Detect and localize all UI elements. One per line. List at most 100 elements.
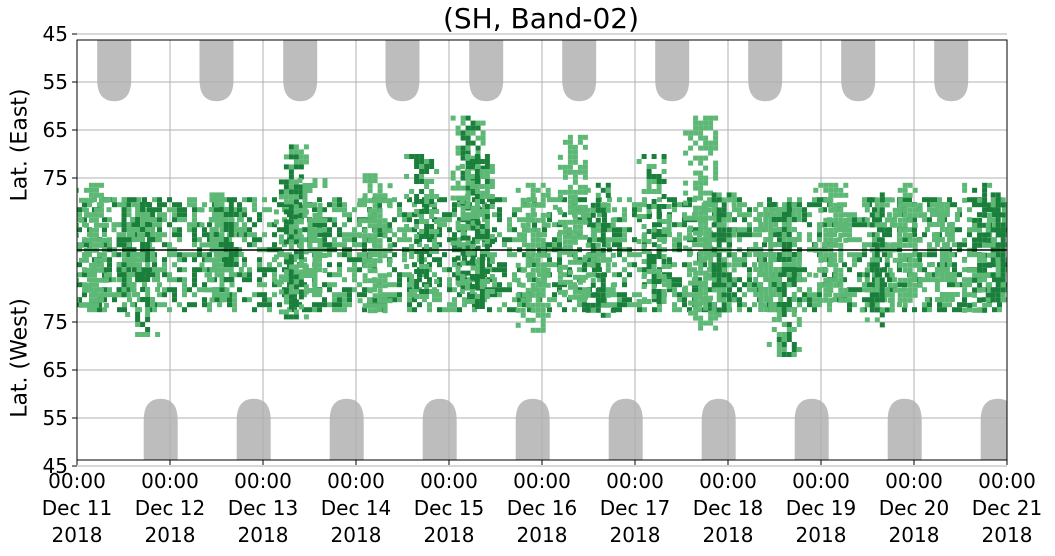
activity-blob-22	[939, 252, 945, 257]
activity-blob-3	[224, 292, 230, 298]
activity-blob-14	[646, 259, 652, 264]
activity-blob-16	[726, 252, 732, 258]
activity-blob-22	[944, 272, 950, 277]
activity-blob-18	[791, 307, 797, 312]
activity-blob-5	[288, 244, 294, 250]
activity-cell	[587, 237, 592, 243]
activity-cell	[867, 242, 872, 248]
activity-blob-15	[688, 215, 694, 221]
x-tick-time-10: 00:00	[978, 469, 1036, 493]
activity-blob-18	[781, 262, 787, 267]
activity-blob-5	[288, 229, 294, 235]
activity-blob-10	[484, 169, 490, 174]
activity-blob-10	[469, 164, 475, 169]
activity-blob-18	[781, 282, 787, 287]
activity-cell	[852, 257, 857, 263]
activity-blob-20	[874, 292, 880, 298]
activity-blob-20	[869, 262, 875, 268]
activity-cell	[852, 212, 857, 218]
activity-cell	[327, 282, 332, 288]
activity-cell	[582, 197, 587, 203]
activity-cell	[627, 227, 632, 233]
activity-blob-24	[995, 197, 1001, 203]
activity-cell	[902, 307, 907, 313]
activity-cell	[682, 262, 687, 268]
activity-cell	[312, 292, 317, 298]
activity-blob-18	[786, 307, 792, 312]
activity-blob-14	[661, 294, 667, 299]
activity-blob-24	[1000, 242, 1006, 248]
activity-cell	[797, 207, 802, 213]
activity-cell	[192, 302, 197, 308]
activity-blob-9	[480, 190, 486, 196]
activity-cell	[967, 217, 972, 223]
activity-cell	[92, 307, 97, 313]
activity-cell	[247, 232, 252, 238]
activity-blob-1	[121, 207, 127, 213]
x-tick-year-10: 2018	[982, 523, 1033, 547]
activity-cell	[162, 272, 167, 278]
activity-cell	[332, 272, 337, 278]
activity-blob-7	[372, 193, 378, 199]
activity-blob-13	[600, 282, 606, 288]
activity-cell	[962, 292, 967, 298]
activity-blob-21	[912, 222, 918, 228]
activity-cell	[192, 237, 197, 243]
activity-blob-8	[419, 164, 425, 169]
activity-blob-11	[535, 232, 541, 238]
activity-cell	[157, 197, 162, 203]
activity-blob-17	[758, 262, 764, 267]
activity-cell	[737, 257, 742, 263]
activity-blob-14	[646, 184, 652, 189]
activity-cell	[617, 217, 622, 223]
activity-blob-19	[838, 187, 844, 193]
activity-blob-8	[429, 249, 435, 254]
activity-cell	[502, 242, 507, 248]
activity-cell	[402, 212, 407, 218]
activity-cell	[967, 307, 972, 313]
activity-blob-17	[768, 307, 774, 312]
activity-cell	[712, 252, 717, 258]
activity-blob-9	[460, 215, 466, 221]
activity-cell	[437, 197, 442, 203]
activity-blob-7	[382, 278, 388, 284]
activity-blob-8	[414, 284, 420, 289]
activity-blob-17	[768, 297, 774, 302]
activity-blob-14	[656, 269, 662, 274]
activity-blob-11	[530, 242, 536, 248]
activity-blob-9	[455, 275, 461, 281]
activity-blob-3	[219, 192, 225, 198]
activity-blob-6	[307, 223, 313, 228]
activity-cell	[897, 282, 902, 288]
activity-blob-1	[126, 207, 132, 213]
activity-blob-3	[209, 232, 215, 238]
activity-cell	[602, 242, 607, 248]
activity-blob-18	[781, 302, 787, 307]
activity-blob-15	[693, 270, 699, 276]
activity-blob-23	[967, 277, 973, 283]
activity-blob-2	[130, 232, 136, 237]
activity-blob-7	[372, 208, 378, 214]
activity-blob-3	[219, 267, 225, 273]
activity-cell	[107, 267, 112, 273]
activity-cell	[492, 277, 497, 283]
activity-blob-12	[582, 164, 588, 170]
activity-blob-3	[204, 287, 210, 293]
x-tick-day-5: Dec 16	[507, 496, 578, 520]
activity-blob-21	[907, 267, 913, 273]
activity-blob-16	[706, 237, 712, 243]
activity-blob-18	[796, 217, 802, 222]
activity-blob-17	[758, 212, 764, 217]
activity-cell	[387, 262, 392, 268]
activity-blob-3	[204, 242, 210, 248]
activity-blob-13	[610, 252, 616, 258]
activity-blob-13	[610, 217, 616, 223]
activity-blob-10	[489, 164, 495, 169]
activity-blob-7	[367, 213, 373, 219]
activity-blob-24	[995, 277, 1001, 283]
activity-blob-2	[145, 312, 151, 317]
activity-blob-0	[93, 232, 99, 238]
activity-blob-9	[455, 280, 461, 286]
activity-blob-10	[484, 219, 490, 224]
activity-cell	[332, 222, 337, 228]
